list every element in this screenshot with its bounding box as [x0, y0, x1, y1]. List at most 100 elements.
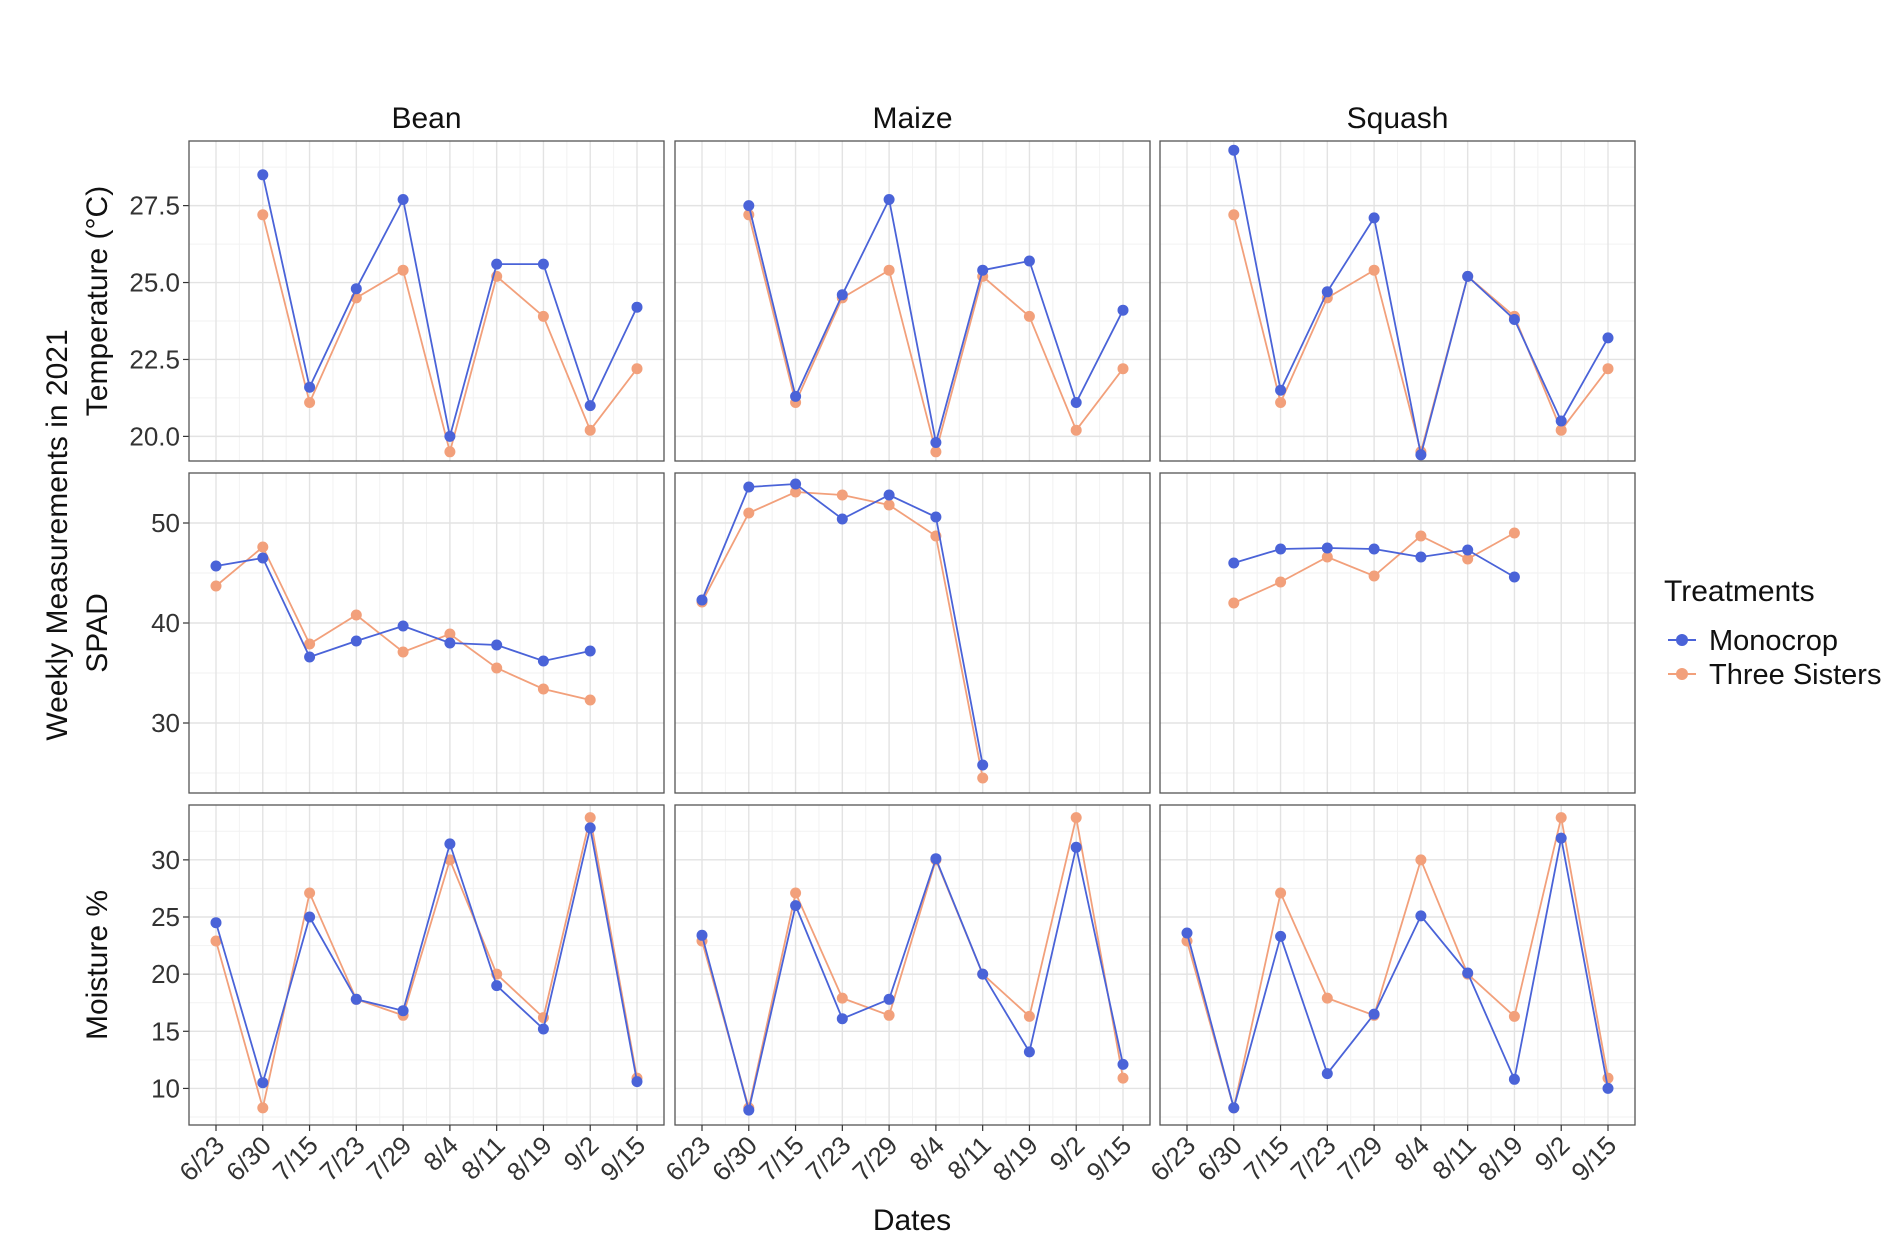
x-tick-label-bean-8/4: 8/4 — [417, 1130, 464, 1177]
data-point-three-sisters-maize-r1-8/11 — [977, 772, 989, 784]
x-tick-label-bean-8/11: 8/11 — [455, 1130, 511, 1186]
y-tick-label-r2-0: 10 — [151, 1073, 180, 1103]
data-point-monocrop-squash-r0-7/29 — [1368, 212, 1380, 224]
x-tick-label-maize-8/4: 8/4 — [903, 1130, 950, 1177]
data-point-monocrop-squash-r0-6/30 — [1228, 144, 1240, 156]
data-point-three-sisters-maize-r1-7/29 — [883, 499, 895, 511]
panel-frame-r0-c2 — [1159, 140, 1636, 462]
x-tick-label-maize-6/23: 6/23 — [659, 1130, 716, 1187]
data-point-three-sisters-bean-r2-6/23 — [210, 935, 222, 947]
data-point-monocrop-maize-r0-7/23 — [836, 289, 848, 301]
data-point-monocrop-squash-r2-9/2 — [1555, 832, 1567, 844]
y-tick-label-r2-4: 30 — [151, 845, 180, 875]
data-point-three-sisters-squash-r1-8/4 — [1415, 530, 1427, 542]
panel-frame-r2-c1 — [674, 804, 1151, 1126]
data-point-monocrop-maize-r1-8/4 — [930, 511, 942, 523]
legend-label-three-sisters: Three Sisters — [1709, 659, 1881, 691]
data-point-monocrop-maize-r0-9/15 — [1117, 304, 1129, 316]
data-point-monocrop-squash-r1-8/11 — [1462, 544, 1474, 556]
x-tick-label-bean-7/29: 7/29 — [360, 1130, 417, 1187]
data-point-monocrop-maize-r2-8/19 — [1023, 1046, 1035, 1058]
data-point-monocrop-squash-r0-7/15 — [1275, 384, 1287, 396]
x-tick-label-squash-7/23: 7/23 — [1285, 1130, 1342, 1187]
data-point-monocrop-squash-r0-9/15 — [1602, 332, 1614, 344]
data-point-monocrop-squash-r2-8/4 — [1415, 910, 1427, 922]
panel-frames-layer — [183, 140, 1636, 1131]
data-point-three-sisters-squash-r0-9/15 — [1602, 363, 1614, 375]
row-label-0: Temperature (°C) — [81, 186, 114, 416]
data-point-monocrop-squash-r1-6/30 — [1228, 557, 1240, 569]
y-tick-label-r2-3: 25 — [151, 902, 180, 932]
data-point-monocrop-bean-r0-9/15 — [631, 301, 643, 313]
data-point-three-sisters-squash-r1-7/15 — [1275, 576, 1287, 588]
data-point-monocrop-bean-r2-9/15 — [631, 1076, 643, 1088]
data-point-three-sisters-bean-r0-7/15 — [304, 397, 316, 408]
x-tick-label-squash-6/30: 6/30 — [1191, 1130, 1248, 1187]
data-point-monocrop-bean-r0-7/23 — [350, 283, 362, 295]
y-axis-title: Weekly Measurements in 2021 — [41, 329, 74, 740]
x-tick-label-bean-8/19: 8/19 — [501, 1130, 558, 1187]
data-point-monocrop-squash-r0-9/2 — [1555, 415, 1567, 427]
data-point-monocrop-squash-r0-8/4 — [1415, 449, 1427, 461]
data-point-three-sisters-maize-r0-9/2 — [1070, 424, 1082, 436]
data-point-monocrop-squash-r2-9/15 — [1602, 1082, 1614, 1094]
series-layer — [210, 144, 1614, 1116]
data-point-three-sisters-squash-r0-6/30 — [1228, 209, 1240, 221]
row-label-1: SPAD — [81, 593, 114, 672]
legend-label-monocrop: Monocrop — [1709, 625, 1838, 657]
legend: Treatments Monocrop Three Sisters — [1664, 575, 1881, 691]
y-tick-label-r0-2: 25.0 — [129, 268, 180, 298]
data-point-monocrop-maize-r1-6/30 — [743, 481, 755, 493]
data-point-monocrop-bean-r2-6/30 — [257, 1077, 269, 1089]
data-point-monocrop-bean-r0-8/19 — [537, 258, 549, 270]
data-point-monocrop-squash-r2-8/19 — [1508, 1073, 1520, 1085]
data-point-three-sisters-maize-r0-8/4 — [930, 446, 942, 458]
data-point-monocrop-maize-r1-6/23 — [696, 594, 708, 606]
panel-frame-r2-c0 — [188, 804, 665, 1126]
data-point-monocrop-maize-r2-8/11 — [977, 968, 989, 980]
data-point-three-sisters-bean-r0-8/19 — [537, 310, 549, 322]
x-tick-label-squash-9/15: 9/15 — [1565, 1130, 1622, 1187]
series-line-three-sisters-squash-r2 — [1186, 817, 1609, 1109]
data-point-monocrop-bean-r2-8/11 — [491, 980, 503, 992]
data-point-three-sisters-maize-r2-7/29 — [883, 1009, 895, 1021]
data-point-three-sisters-maize-r1-7/23 — [836, 489, 848, 501]
data-point-three-sisters-squash-r2-7/15 — [1275, 887, 1287, 899]
data-point-monocrop-bean-r2-6/23 — [210, 917, 222, 929]
data-point-monocrop-bean-r0-8/4 — [444, 430, 456, 442]
data-point-three-sisters-bean-r2-8/4 — [444, 854, 456, 866]
data-point-monocrop-bean-r0-7/15 — [304, 381, 316, 393]
data-point-monocrop-maize-r2-7/23 — [836, 1013, 848, 1025]
panel-frame-r0-c1 — [674, 140, 1151, 462]
y-tick-label-r1-2: 50 — [151, 508, 180, 538]
data-point-monocrop-bean-r0-8/11 — [491, 258, 503, 270]
data-point-three-sisters-maize-r2-7/15 — [790, 887, 802, 899]
series-line-monocrop-bean-r2 — [215, 827, 638, 1086]
data-point-three-sisters-bean-r1-6/30 — [257, 541, 269, 553]
data-point-monocrop-bean-r2-7/29 — [397, 1005, 409, 1017]
data-point-monocrop-maize-r2-9/15 — [1117, 1058, 1129, 1070]
data-point-monocrop-bean-r0-6/30 — [257, 169, 269, 181]
data-point-monocrop-maize-r0-9/2 — [1070, 397, 1082, 408]
x-tick-label-maize-6/30: 6/30 — [706, 1130, 763, 1187]
data-point-monocrop-maize-r2-7/29 — [883, 993, 895, 1005]
data-point-three-sisters-bean-r0-9/15 — [631, 363, 643, 375]
data-point-monocrop-bean-r1-7/15 — [304, 651, 316, 663]
x-tick-label-maize-7/23: 7/23 — [800, 1130, 857, 1187]
y-tick-label-r0-3: 27.5 — [129, 191, 180, 221]
data-point-three-sisters-bean-r1-8/19 — [537, 683, 549, 695]
data-point-monocrop-squash-r0-7/23 — [1321, 286, 1333, 298]
series-line-monocrop-maize-r2 — [701, 847, 1124, 1111]
data-point-monocrop-bean-r1-9/2 — [584, 645, 596, 657]
panel-frame-r1-c0 — [188, 472, 665, 794]
x-axis-title: Dates — [873, 1204, 951, 1237]
data-point-three-sisters-maize-r2-9/15 — [1117, 1072, 1129, 1084]
panel-frame-r1-c1 — [674, 472, 1151, 794]
data-point-monocrop-bean-r1-8/4 — [444, 637, 456, 649]
data-point-monocrop-maize-r0-8/19 — [1023, 255, 1035, 267]
data-point-monocrop-maize-r0-7/29 — [883, 194, 895, 205]
data-point-monocrop-squash-r2-7/23 — [1321, 1068, 1333, 1080]
row-label-2: Moisture % — [81, 890, 114, 1040]
panel-frame-r2-c2 — [1159, 804, 1636, 1126]
x-tick-label-bean-7/15: 7/15 — [267, 1130, 324, 1187]
